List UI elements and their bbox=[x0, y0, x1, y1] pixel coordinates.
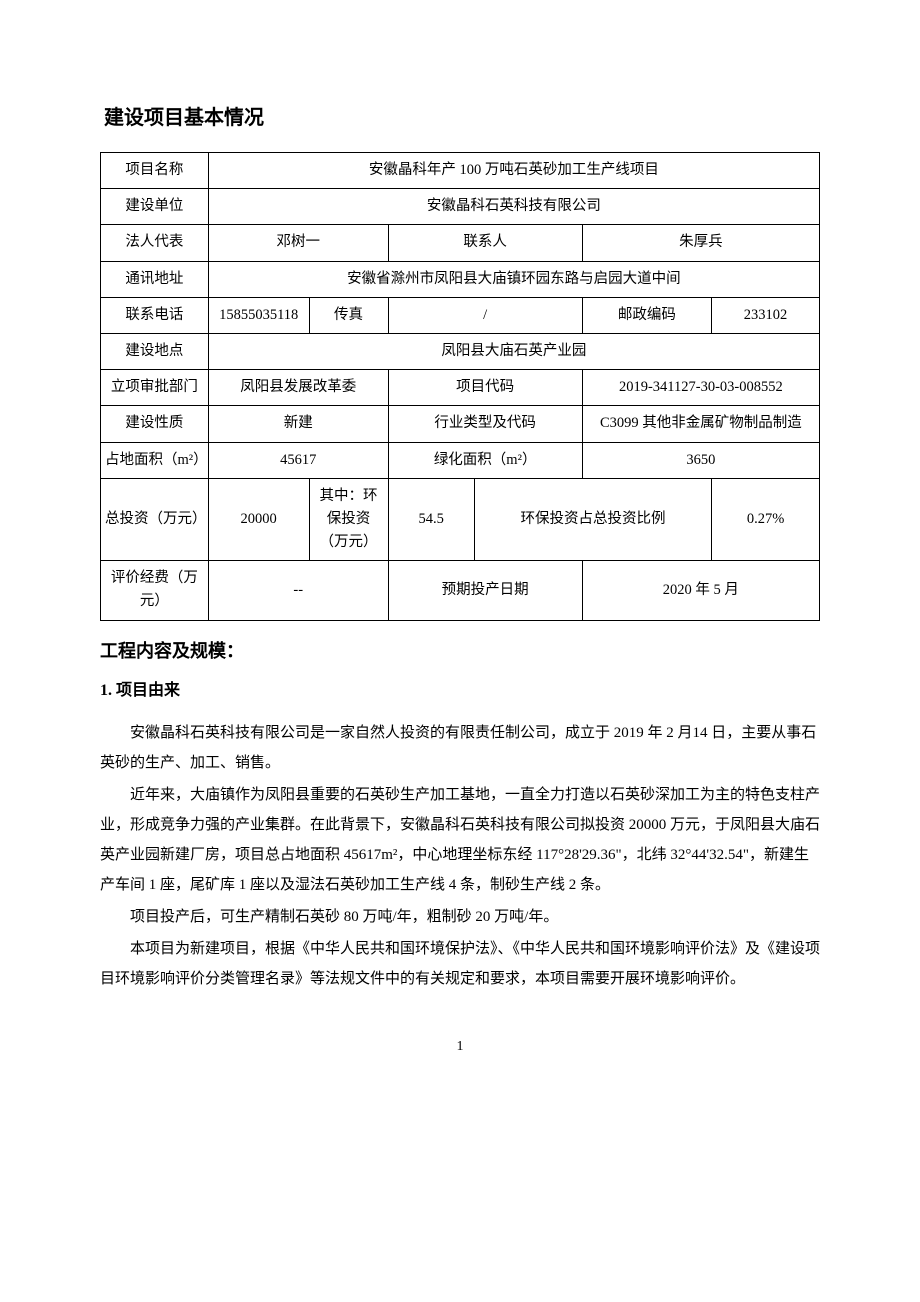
cell-label: 邮政编码 bbox=[582, 297, 711, 333]
cell-label: 环保投资占总投资比例 bbox=[474, 478, 711, 561]
cell-value: 54.5 bbox=[388, 478, 474, 561]
body-paragraph: 近年来，大庙镇作为凤阳县重要的石英砂生产加工基地，一直全力打造以石英砂深加工为主… bbox=[100, 780, 820, 900]
cell-label: 总投资（万元） bbox=[101, 478, 209, 561]
cell-label: 行业类型及代码 bbox=[388, 406, 582, 442]
table-row: 评价经费（万元） -- 预期投产日期 2020 年 5 月 bbox=[101, 561, 820, 620]
table-row: 联系电话 15855035118 传真 / 邮政编码 233102 bbox=[101, 297, 820, 333]
cell-label: 项目名称 bbox=[101, 153, 209, 189]
table-row: 立项审批部门 凤阳县发展改革委 项目代码 2019-341127-30-03-0… bbox=[101, 370, 820, 406]
table-row: 总投资（万元） 20000 其中：环保投资（万元） 54.5 环保投资占总投资比… bbox=[101, 478, 820, 561]
cell-value: 凤阳县发展改革委 bbox=[208, 370, 388, 406]
table-row: 项目名称 安徽晶科年产 100 万吨石英砂加工生产线项目 bbox=[101, 153, 820, 189]
cell-value: 安徽晶科年产 100 万吨石英砂加工生产线项目 bbox=[208, 153, 819, 189]
cell-label: 建设地点 bbox=[101, 333, 209, 369]
cell-label: 建设性质 bbox=[101, 406, 209, 442]
section-heading: 工程内容及规模： bbox=[100, 635, 820, 667]
cell-value: C3099 其他非金属矿物制品制造 bbox=[582, 406, 819, 442]
cell-label: 联系人 bbox=[388, 225, 582, 261]
cell-value: 20000 bbox=[208, 478, 309, 561]
cell-value: 安徽省滁州市凤阳县大庙镇环园东路与启园大道中间 bbox=[208, 261, 819, 297]
cell-value: 凤阳县大庙石英产业园 bbox=[208, 333, 819, 369]
cell-label: 项目代码 bbox=[388, 370, 582, 406]
cell-label: 其中：环保投资（万元） bbox=[309, 478, 388, 561]
cell-label: 通讯地址 bbox=[101, 261, 209, 297]
cell-value: 2020 年 5 月 bbox=[582, 561, 819, 620]
cell-label: 法人代表 bbox=[101, 225, 209, 261]
project-info-table: 项目名称 安徽晶科年产 100 万吨石英砂加工生产线项目 建设单位 安徽晶科石英… bbox=[100, 152, 820, 621]
cell-value: 3650 bbox=[582, 442, 819, 478]
body-paragraph: 本项目为新建项目，根据《中华人民共和国环境保护法》、《中华人民共和国环境影响评价… bbox=[100, 934, 820, 994]
doc-title: 建设项目基本情况 bbox=[100, 100, 820, 136]
cell-value: 0.27% bbox=[712, 478, 820, 561]
cell-value: 新建 bbox=[208, 406, 388, 442]
cell-value: -- bbox=[208, 561, 388, 620]
page-number: 1 bbox=[100, 1034, 820, 1059]
cell-label: 预期投产日期 bbox=[388, 561, 582, 620]
cell-value: 邓树一 bbox=[208, 225, 388, 261]
sub-heading: 1. 项目由来 bbox=[100, 677, 820, 706]
table-row: 建设性质 新建 行业类型及代码 C3099 其他非金属矿物制品制造 bbox=[101, 406, 820, 442]
cell-value: 朱厚兵 bbox=[582, 225, 819, 261]
cell-value: 安徽晶科石英科技有限公司 bbox=[208, 189, 819, 225]
table-row: 法人代表 邓树一 联系人 朱厚兵 bbox=[101, 225, 820, 261]
cell-value: / bbox=[388, 297, 582, 333]
cell-value: 15855035118 bbox=[208, 297, 309, 333]
cell-label: 占地面积（m²） bbox=[101, 442, 209, 478]
cell-value: 45617 bbox=[208, 442, 388, 478]
cell-label: 立项审批部门 bbox=[101, 370, 209, 406]
table-row: 建设单位 安徽晶科石英科技有限公司 bbox=[101, 189, 820, 225]
cell-label: 建设单位 bbox=[101, 189, 209, 225]
cell-label: 传真 bbox=[309, 297, 388, 333]
cell-label: 联系电话 bbox=[101, 297, 209, 333]
table-row: 通讯地址 安徽省滁州市凤阳县大庙镇环园东路与启园大道中间 bbox=[101, 261, 820, 297]
cell-label: 评价经费（万元） bbox=[101, 561, 209, 620]
cell-value: 2019-341127-30-03-008552 bbox=[582, 370, 819, 406]
body-paragraph: 项目投产后，可生产精制石英砂 80 万吨/年，粗制砂 20 万吨/年。 bbox=[100, 902, 820, 932]
cell-label: 绿化面积（m²） bbox=[388, 442, 582, 478]
body-paragraph: 安徽晶科石英科技有限公司是一家自然人投资的有限责任制公司，成立于 2019 年 … bbox=[100, 718, 820, 778]
table-row: 占地面积（m²） 45617 绿化面积（m²） 3650 bbox=[101, 442, 820, 478]
table-row: 建设地点 凤阳县大庙石英产业园 bbox=[101, 333, 820, 369]
cell-value: 233102 bbox=[712, 297, 820, 333]
